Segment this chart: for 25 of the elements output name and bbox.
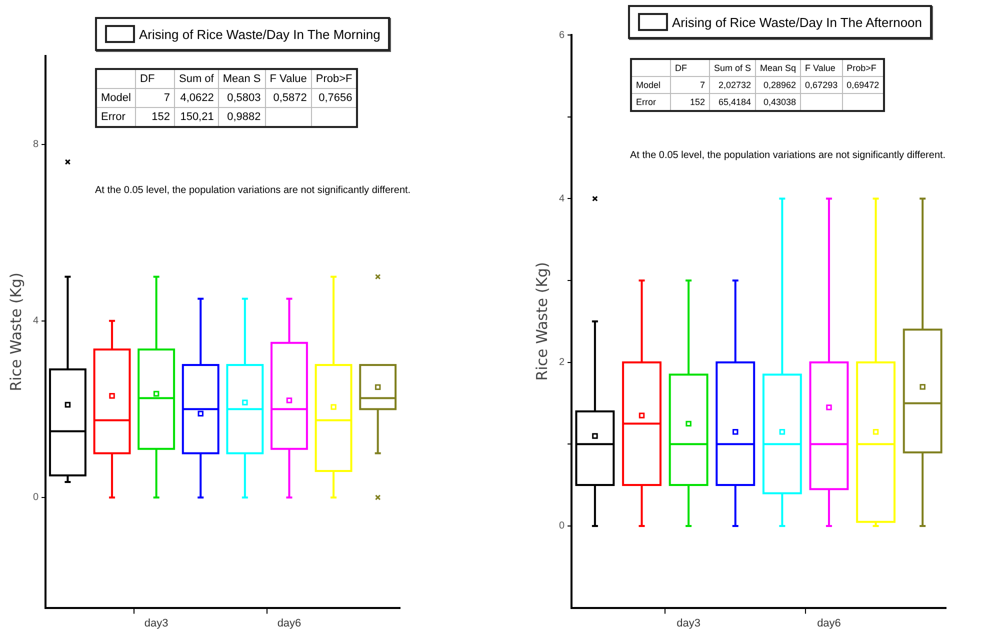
text: DF Sum of S Mean Sq F Value Prob>F (675, 63, 876, 73)
chart-title: Arising of Rice Waste/Day In The Afternoon (672, 14, 922, 30)
y-tick-label: 6 (559, 30, 565, 41)
y-tick-label: 4 (33, 316, 39, 327)
y-axis-title: Rice Waste (Kg) (6, 272, 25, 392)
text: DF Sum of Mean S F Value Prob>F (140, 73, 352, 85)
annotation: At the 0.05 level, the population variations are not significantly different. (95, 185, 411, 196)
text: Model 7 4,0622 0,5803 0,5872 0,7656 (101, 92, 352, 104)
annotation: At the 0.05 level, the population variations are not significantly different. (630, 150, 946, 161)
y-axis-title: Rice Waste (Kg) (532, 262, 551, 381)
text: Error 152 65,4184 0,43038 (636, 97, 796, 107)
x-tick-label: day6 (817, 617, 841, 630)
y-tick-label: 8 (33, 139, 39, 150)
y-tick-label: 2 (559, 357, 565, 368)
text: Model 7 2,02732 0,28962 0,67293 0,69472 (636, 80, 880, 90)
title-frame: Arising of Rice Waste/Day In The Afternoon (628, 5, 932, 39)
title-frame: Arising of Rice Waste/Day In The Morning (95, 17, 390, 51)
y-tick-label: 0 (33, 492, 39, 504)
text: Error 152 150,21 0,9882 (101, 111, 261, 123)
chart-title: Arising of Rice Waste/Day In The Morning (139, 26, 380, 42)
y-tick-label: 4 (559, 193, 565, 204)
y-tick-label: 0 (559, 520, 565, 532)
x-tick-label: day3 (676, 617, 701, 630)
x-tick-label: day3 (144, 617, 168, 630)
x-tick-label: day6 (277, 617, 302, 630)
